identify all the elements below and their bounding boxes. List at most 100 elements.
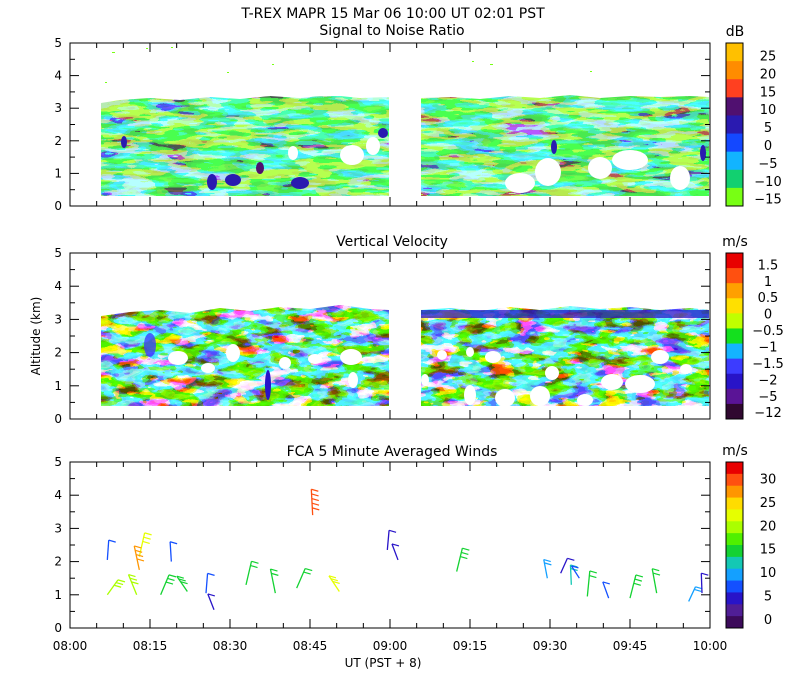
colorbar-label: 15: [760, 543, 777, 558]
colorbar-label: 15: [760, 85, 777, 100]
wind-barb: [456, 547, 470, 572]
colorbar-label: 20: [760, 519, 777, 534]
colorbar-swatch: [726, 313, 743, 329]
colorbar-label: 5: [764, 121, 772, 136]
time-axis-label: UT (PST + 8): [345, 656, 422, 670]
winds-x-axis: 08:00 08:15 08:30 08:45 09:00 09:15 09:30 09:45…: [53, 462, 728, 653]
snr-x-ticks: [69, 43, 711, 206]
wind-barb: [328, 575, 340, 592]
colorbar-swatch: [726, 151, 743, 171]
y-tick-label: 4: [54, 488, 62, 502]
colorbar-label: −15: [754, 193, 781, 208]
velocity-heatmap: [101, 305, 709, 407]
snr-colorbar-unit: dB: [726, 24, 745, 40]
winds-colorbar: 30 25 20 15 10 5 0: [725, 461, 777, 629]
wind-barb: [169, 541, 178, 562]
x-tick-label: 09:15: [453, 639, 488, 653]
y-tick-label: 3: [54, 312, 62, 326]
velocity-colorbar: 1.5 10.5 0−0.5 −1−1.5−2 −5−12: [725, 252, 784, 421]
wind-barb: [133, 545, 145, 571]
velocity-x-ticks: [69, 253, 711, 419]
y-tick-label: 4: [54, 279, 62, 293]
figure-title: T-REX MAPR 15 Mar 06 10:00 UT 02:01 PST: [240, 6, 545, 22]
colorbar-swatch: [726, 616, 743, 629]
wind-barb: [160, 574, 177, 596]
panel-winds: FCA 5 Minute Averaged Winds 0 1 2 3 4 5 08:00…: [53, 443, 777, 670]
wind-barb: [176, 575, 188, 592]
wind-barb: [602, 581, 610, 599]
colorbar-swatch: [726, 509, 743, 522]
colorbar-swatch: [726, 556, 743, 570]
snr-field-left: [101, 96, 389, 196]
colorbar-label: 10: [760, 566, 777, 581]
wind-barb: [269, 568, 279, 594]
colorbar-label: −5: [758, 390, 777, 405]
colorbar-label: 0.5: [758, 291, 779, 306]
colorbar-swatch: [726, 358, 743, 375]
colorbar-label: 1: [764, 275, 772, 290]
colorbar-swatch: [726, 568, 743, 582]
x-tick-label: 10:00: [693, 639, 728, 653]
wind-barb: [106, 579, 126, 596]
velocity-missing-data: [168, 344, 692, 407]
colorbar-swatch: [726, 388, 743, 405]
wind-barb: [700, 572, 709, 594]
x-tick-label: 08:30: [213, 639, 248, 653]
wind-barb: [127, 574, 139, 596]
colorbar-swatch: [726, 521, 743, 534]
colorbar-swatch: [726, 169, 743, 189]
wind-barbs: [106, 488, 709, 610]
colorbar-swatch: [726, 592, 743, 605]
snr-colorbar: 25 20 15 10 5 0 −5 −10 −15: [725, 42, 782, 208]
snr-y-axis: 0 1 2 3 4 5: [54, 36, 710, 213]
y-tick-label: 0: [54, 621, 62, 635]
x-tick-label: 08:45: [293, 639, 328, 653]
y-tick-label: 0: [54, 412, 62, 426]
snr-missing-data: [288, 137, 690, 193]
colorbar-label: 0: [764, 613, 772, 628]
colorbar-swatch: [726, 343, 743, 360]
y-tick-label: 5: [54, 455, 62, 469]
altitude-axis-label: Altitude (km): [29, 297, 43, 376]
wind-barb: [560, 557, 575, 574]
colorbar-label: 25: [760, 49, 777, 64]
colorbar-frame: [725, 461, 744, 629]
panel-snr-title: Signal to Noise Ratio: [319, 23, 464, 39]
colorbar-label: −12: [754, 406, 781, 421]
y-tick-label: 5: [54, 36, 62, 50]
y-tick-label: 3: [54, 521, 62, 535]
y-tick-label: 4: [54, 69, 62, 83]
wind-barb: [651, 568, 661, 594]
y-tick-label: 5: [54, 246, 62, 260]
x-tick-label: 09:30: [533, 639, 568, 653]
panel-winds-frame: [69, 461, 711, 629]
colorbar-swatch: [726, 485, 743, 499]
colorbar-swatch: [726, 283, 743, 299]
snr-strong-cells: [121, 128, 706, 190]
y-tick-label: 0: [54, 199, 62, 213]
x-tick-label: 08:00: [53, 639, 88, 653]
colorbar-swatch: [726, 473, 743, 487]
y-tick-label: 1: [54, 166, 62, 180]
colorbar-swatch: [726, 268, 743, 284]
velocity-colorbar-unit: m/s: [722, 234, 748, 250]
x-tick-label: 09:00: [373, 639, 408, 653]
colorbar-swatch: [726, 115, 743, 135]
snr-heatmap: [101, 47, 709, 196]
wind-barb: [386, 529, 397, 551]
x-tick-label: 09:45: [613, 639, 648, 653]
colorbar-label: −2: [758, 373, 777, 388]
colorbar-swatch: [726, 497, 743, 510]
colorbar-swatch: [726, 43, 743, 62]
wind-barb: [310, 488, 320, 516]
colorbar-swatch: [726, 61, 743, 80]
colorbar-label: 30: [760, 473, 777, 488]
colorbar-label: 0: [764, 308, 772, 323]
y-tick-label: 2: [54, 134, 62, 148]
colorbar-swatch: [726, 79, 743, 98]
wind-barb: [205, 572, 215, 594]
colorbar-swatch: [726, 403, 743, 420]
velocity-y-axis: 0 1 2 3 4 5: [54, 246, 710, 426]
panel-winds-title: FCA 5 Minute Averaged Winds: [287, 444, 498, 460]
